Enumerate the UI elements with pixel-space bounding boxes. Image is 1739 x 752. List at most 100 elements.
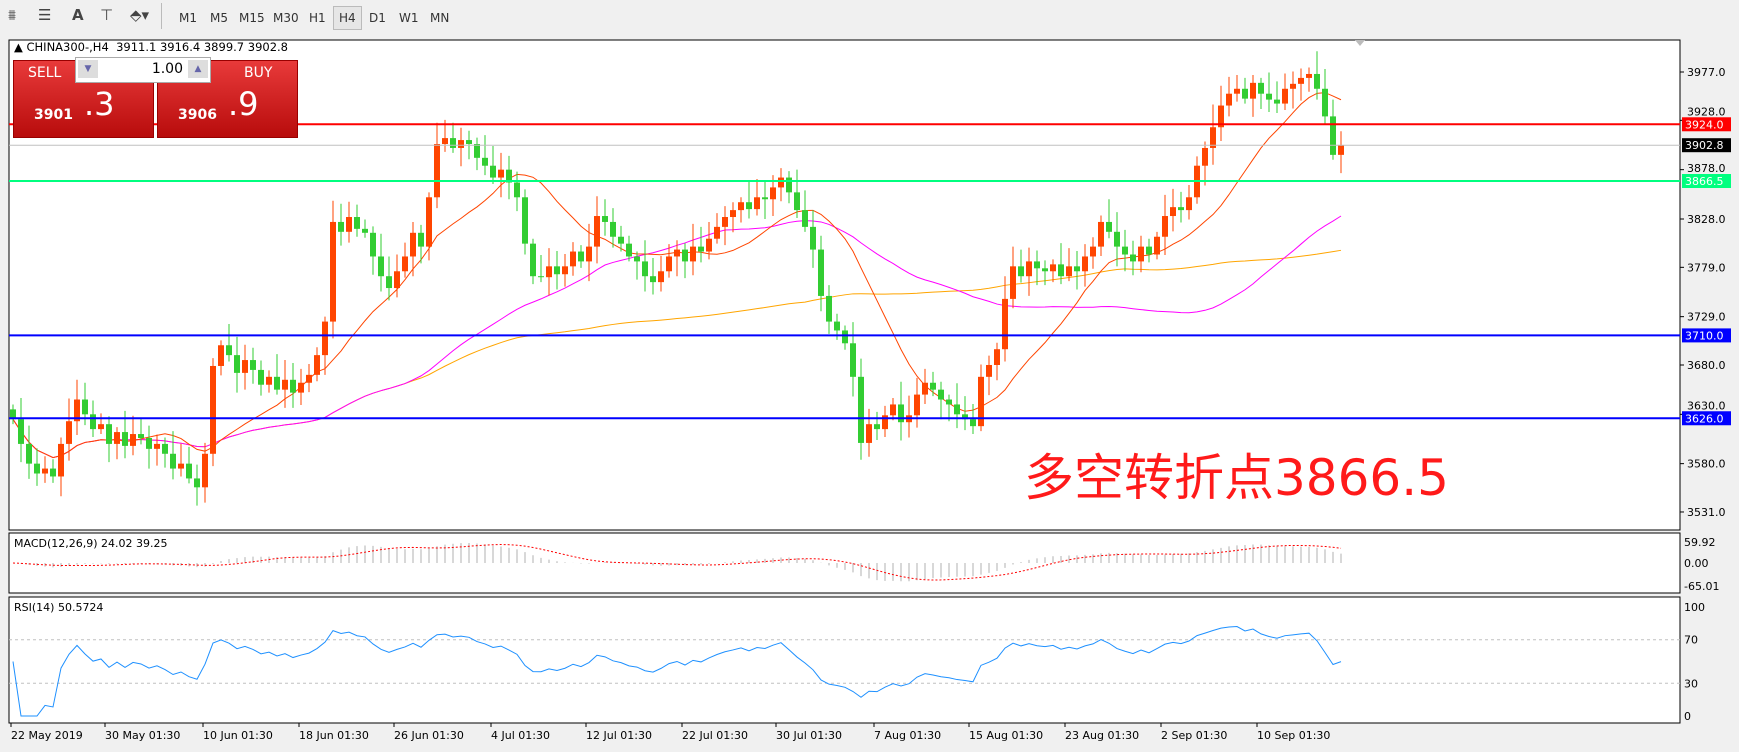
timeframe-h1[interactable]: H1	[309, 11, 326, 25]
macd-tick-label: -65.01	[1684, 580, 1719, 593]
candle-body	[1050, 264, 1056, 272]
x-tick-label: 10 Sep 01:30	[1257, 729, 1330, 742]
candle-body	[658, 271, 664, 283]
pivot-annotation: 多空转折点3866.5	[1024, 449, 1449, 507]
candle-body	[34, 463, 40, 474]
candle-body	[1282, 88, 1288, 104]
timeframe-h4[interactable]: H4	[333, 6, 362, 30]
candle-body	[50, 468, 56, 477]
candle-body	[618, 236, 624, 244]
x-tick-label: 4 Jul 01:30	[491, 729, 550, 742]
candle-body	[1162, 216, 1168, 237]
candle-body	[522, 197, 528, 244]
fibonacci-icon[interactable]: ☰	[38, 6, 52, 24]
candle-body	[930, 382, 936, 390]
candle-body	[650, 276, 656, 283]
candle-body	[322, 321, 328, 356]
timeframe-w1[interactable]: W1	[399, 11, 419, 25]
candle-body	[458, 140, 464, 148]
timeframe-mn[interactable]: MN	[430, 11, 450, 25]
lot-size-field[interactable]: ▼ 1.00 ▲	[75, 57, 211, 83]
candle-body	[634, 256, 640, 262]
candle-body	[298, 382, 304, 393]
candle-body	[698, 246, 704, 252]
candle-body	[1330, 116, 1336, 155]
price-tag-label: 3924.0	[1685, 118, 1724, 131]
candle-body	[466, 140, 472, 145]
bid-price-label: 3902.8	[1685, 139, 1724, 152]
y-tick-label: 3630.0	[1687, 399, 1726, 412]
y-tick-label: 3580.0	[1687, 458, 1726, 471]
macd-tick-label: 59.92	[1684, 536, 1716, 549]
lot-value[interactable]: 1.00	[151, 61, 183, 77]
candle-body	[818, 249, 824, 296]
price-tag-label: 3866.5	[1685, 175, 1724, 188]
candle-body	[1106, 221, 1112, 232]
lot-increase-button[interactable]: ▲	[188, 60, 208, 78]
candle-body	[546, 266, 552, 278]
one-click-trading-panel: SELL 3901 .3 ▼ 1.00 ▲ BUY 3906 .9	[13, 57, 298, 138]
candle-body	[266, 376, 272, 385]
x-tick-label: 22 May 2019	[11, 729, 83, 742]
candle-body	[1122, 246, 1128, 255]
candle-body	[18, 419, 24, 444]
candle-body	[810, 226, 816, 250]
price-tag	[1682, 174, 1731, 189]
candle-body	[962, 414, 968, 420]
timeframe-m15[interactable]: M15	[239, 11, 265, 25]
toolbar: ⩩ ☰ A ⊤ ⬘▾ M1 M5 M15 M30 H1 H4 D1 W1 MN	[0, 0, 1739, 34]
rsi-tick-label: 0	[1684, 710, 1691, 723]
rsi-tick-label: 30	[1684, 677, 1698, 690]
x-tick-label: 22 Jul 01:30	[682, 729, 748, 742]
candle-body	[738, 202, 744, 211]
text-label-icon[interactable]: ⊤	[100, 6, 114, 24]
candle-body	[602, 216, 608, 222]
arrows-dropdown-icon[interactable]: ⬘▾	[130, 6, 150, 24]
candle-body	[786, 177, 792, 193]
candle-body	[1234, 88, 1240, 94]
candle-body	[1322, 88, 1328, 117]
candle-body	[938, 389, 944, 400]
candle-body	[410, 232, 416, 257]
candle-body	[434, 144, 440, 198]
chart-objects-icon[interactable]: ⩩	[8, 6, 17, 24]
candle-body	[970, 419, 976, 427]
candle-body	[418, 232, 424, 247]
candle-body	[58, 443, 64, 477]
candle-body	[1082, 256, 1088, 272]
candle-body	[1170, 207, 1176, 217]
candle-body	[586, 246, 592, 262]
candle-body	[666, 256, 672, 272]
candle-body	[42, 468, 48, 474]
candle-body	[386, 276, 392, 289]
text-icon[interactable]: A	[72, 6, 84, 24]
price-chart[interactable]: 3977.0 3928.0 3878.0 3828.0 3779.0 3729.0 3680…	[0, 33, 1739, 752]
candle-body	[594, 216, 600, 247]
candle-body	[866, 424, 872, 443]
candle-body	[122, 432, 128, 446]
timeframe-m1[interactable]: M1	[179, 11, 197, 25]
timeframe-m5[interactable]: M5	[210, 11, 228, 25]
rsi-tick-label: 70	[1684, 634, 1698, 647]
candle-body	[1146, 246, 1152, 255]
sell-label: SELL	[28, 65, 62, 81]
candle-body	[306, 374, 312, 383]
candle-body	[754, 197, 760, 210]
y-tick-label: 3680.0	[1687, 359, 1726, 372]
candle-body	[1066, 266, 1072, 277]
price-tag-label: 3626.0	[1685, 412, 1724, 425]
candle-body	[1226, 93, 1232, 106]
x-tick-label: 2 Sep 01:30	[1161, 729, 1227, 742]
candle-body	[282, 379, 288, 390]
candle-body	[730, 210, 736, 218]
timeframe-d1[interactable]: D1	[369, 11, 386, 25]
candle-body	[402, 256, 408, 272]
lot-decrease-button[interactable]: ▼	[78, 60, 98, 78]
candle-body	[1090, 246, 1096, 257]
candle-body	[714, 226, 720, 239]
timeframe-m30[interactable]: M30	[273, 11, 299, 25]
candle-body	[498, 169, 504, 178]
macd-title: MACD(12,26,9) 24.02 39.25	[14, 537, 168, 550]
candle-body	[10, 409, 16, 420]
candle-body	[66, 421, 72, 444]
